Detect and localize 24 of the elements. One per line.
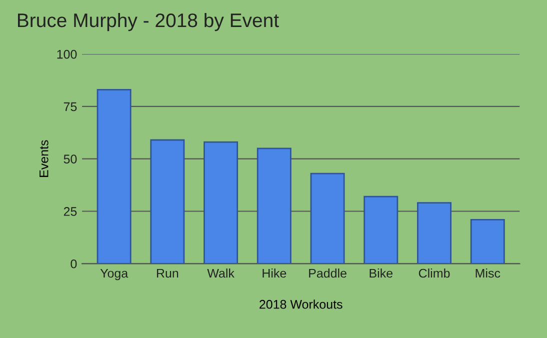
bar xyxy=(310,172,345,264)
y-tick-label: 0 xyxy=(70,259,77,268)
x-axis-title: 2018 Workouts xyxy=(260,300,342,309)
bar xyxy=(364,196,398,264)
x-tick-label: Walk xyxy=(207,268,234,278)
x-tick-label: Climb xyxy=(418,268,450,278)
bar xyxy=(96,89,132,264)
y-tick-label: 100 xyxy=(57,50,77,59)
bar xyxy=(470,218,505,264)
x-tick-label: Bike xyxy=(370,268,392,278)
bar xyxy=(256,148,292,264)
bar xyxy=(417,202,452,264)
x-tick-label: Hike xyxy=(262,268,286,278)
bar xyxy=(150,139,185,264)
x-tick-label: Yoga xyxy=(100,268,128,280)
x-tick-label: Paddle xyxy=(309,268,346,278)
y-tick-label: 25 xyxy=(64,207,77,216)
x-tick-label: Misc xyxy=(476,268,500,278)
y-axis-title: Events xyxy=(40,140,48,177)
bar xyxy=(204,141,238,264)
y-tick-label: 50 xyxy=(64,154,77,164)
y-tick-label: 75 xyxy=(64,102,77,112)
x-tick-label: Run xyxy=(156,268,178,278)
chart-title: Bruce Murphy - 2018 by Event xyxy=(18,12,279,32)
